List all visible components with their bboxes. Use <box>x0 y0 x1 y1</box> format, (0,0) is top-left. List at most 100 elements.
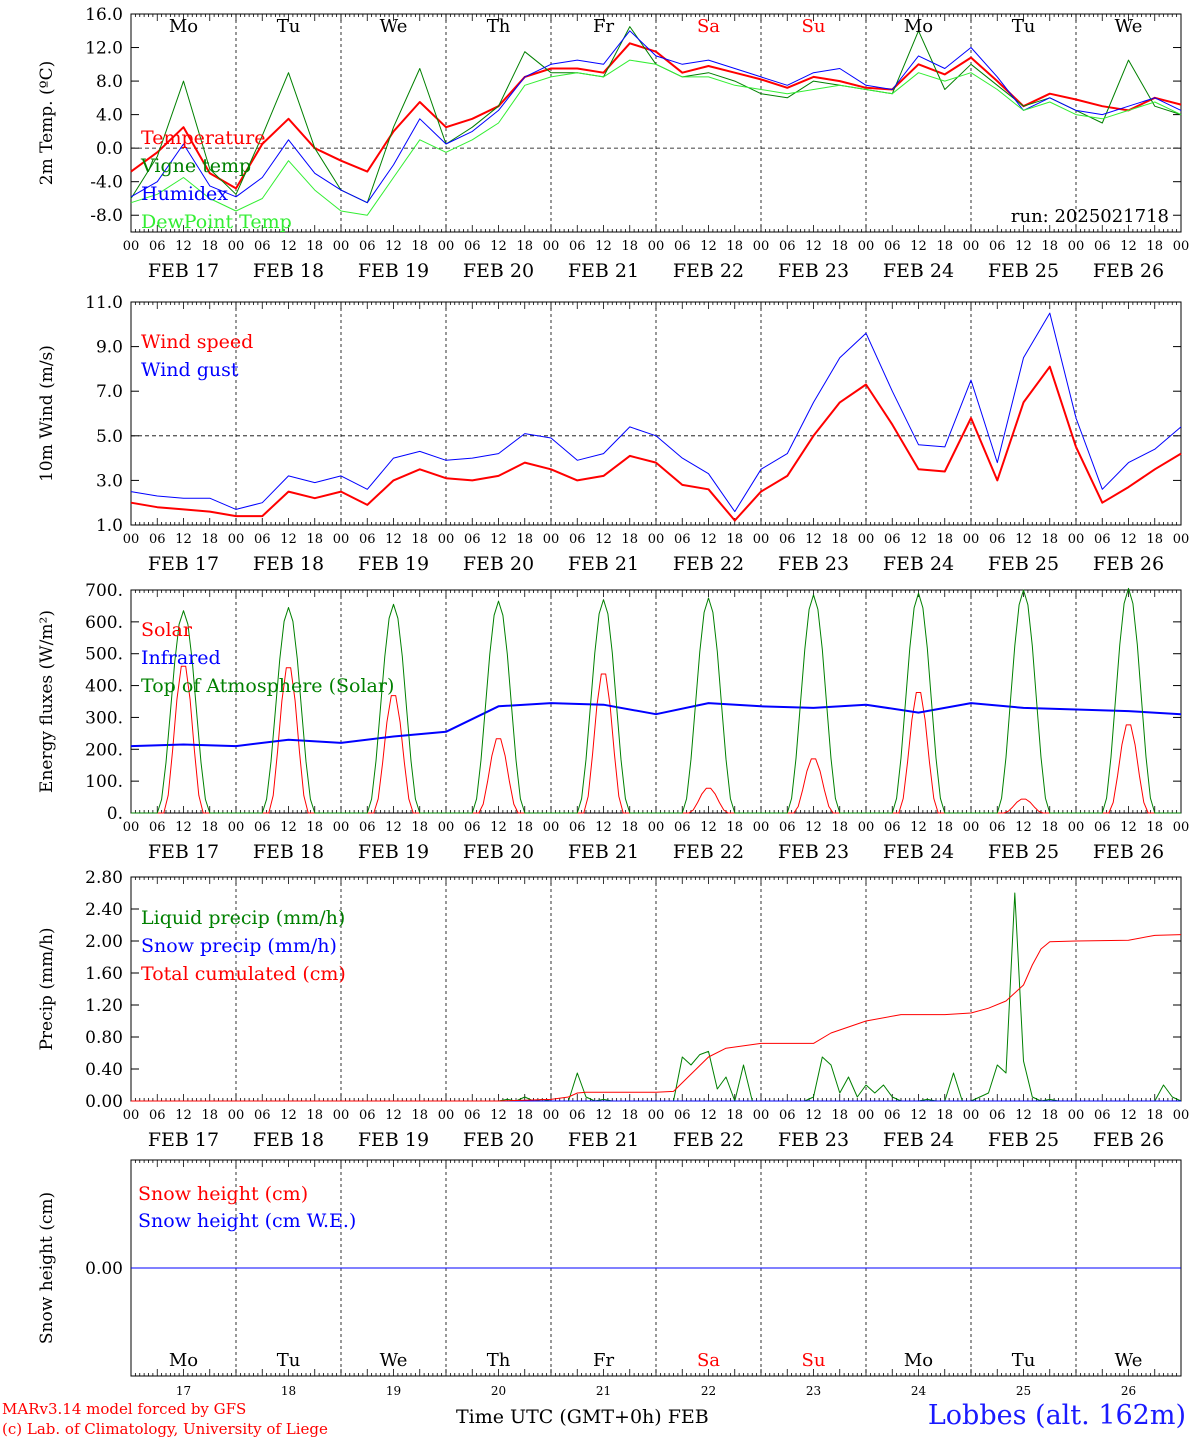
hour-tick-label: 18 <box>1146 1108 1163 1123</box>
hour-tick-label: 00 <box>1173 532 1190 547</box>
hour-tick-label: 06 <box>674 1108 691 1123</box>
hour-tick-label: 18 <box>621 239 638 254</box>
hour-tick-label: 18 <box>1041 532 1058 547</box>
hour-tick-label: 18 <box>306 239 323 254</box>
date-label: FEB 21 <box>568 260 639 282</box>
hour-tick-label: 18 <box>621 820 638 835</box>
bottom-weekday-label: Mo <box>904 1350 933 1371</box>
weekday-label: Sa <box>697 16 720 37</box>
y-axis-label: Energy fluxes (W/m²) <box>37 610 57 793</box>
hour-tick-label: 12 <box>805 820 822 835</box>
hour-tick-label: 00 <box>228 239 245 254</box>
hour-tick-label: 12 <box>805 239 822 254</box>
date-label: FEB 20 <box>463 841 534 863</box>
hour-tick-label: 18 <box>1146 820 1163 835</box>
hour-tick-label: 18 <box>726 820 743 835</box>
bottom-day-label: 20 <box>491 1384 506 1398</box>
hour-tick-label: 00 <box>123 1108 140 1123</box>
bottom-day-label: 21 <box>596 1384 611 1398</box>
date-label: FEB 17 <box>148 1129 219 1151</box>
hour-tick-label: 06 <box>1094 820 1111 835</box>
series-line <box>130 30 1182 204</box>
bottom-weekday-label: Th <box>487 1350 511 1371</box>
hour-tick-label: 18 <box>726 1108 743 1123</box>
hour-tick-label: 00 <box>648 239 665 254</box>
series-line <box>130 42 1182 190</box>
hour-tick-label: 18 <box>411 1108 428 1123</box>
hour-tick-label: 12 <box>490 820 507 835</box>
hour-tick-label: 00 <box>333 820 350 835</box>
hour-tick-label: 12 <box>175 820 192 835</box>
hour-tick-label: 18 <box>306 532 323 547</box>
hour-tick-label: 06 <box>569 1108 586 1123</box>
date-label: FEB 21 <box>568 553 639 575</box>
hour-tick-label: 00 <box>333 239 350 254</box>
y-axis-label: 10m Wind (m/s) <box>37 345 57 482</box>
bottom-day-label: 19 <box>386 1384 401 1398</box>
date-label: FEB 19 <box>358 1129 429 1151</box>
bottom-weekday-label: Sa <box>697 1350 720 1371</box>
date-label: FEB 26 <box>1093 260 1164 282</box>
y-tick-label: 9.0 <box>96 338 123 358</box>
weekday-label: Su <box>802 16 826 37</box>
weekday-label: Th <box>487 16 511 37</box>
hour-tick-label: 18 <box>726 532 743 547</box>
hour-tick-label: 00 <box>858 820 875 835</box>
hour-tick-label: 12 <box>910 820 927 835</box>
legend-entry: Vigne temp <box>140 155 251 177</box>
date-label: FEB 23 <box>778 553 849 575</box>
hour-tick-label: 12 <box>700 239 717 254</box>
hour-tick-label: 18 <box>936 239 953 254</box>
y-tick-label: 500. <box>85 645 123 665</box>
date-label: FEB 25 <box>988 553 1059 575</box>
bottom-weekday-label: We <box>1115 1350 1143 1371</box>
y-tick-label: 4.0 <box>96 106 123 126</box>
hour-tick-label: 00 <box>753 820 770 835</box>
weekday-label: Mo <box>904 16 933 37</box>
hour-tick-label: 00 <box>858 532 875 547</box>
hour-tick-label: 12 <box>1015 820 1032 835</box>
bottom-weekday-label: We <box>380 1350 408 1371</box>
date-label: FEB 23 <box>778 260 849 282</box>
hour-tick-label: 06 <box>779 239 796 254</box>
hour-tick-label: 12 <box>1015 239 1032 254</box>
date-label: FEB 18 <box>253 841 324 863</box>
hour-tick-label: 12 <box>595 239 612 254</box>
legend-entry: Humidex <box>141 183 228 205</box>
y-tick-label: 16.0 <box>85 5 123 25</box>
y-tick-label: 7.0 <box>96 382 123 402</box>
hour-tick-label: 18 <box>201 239 218 254</box>
run-annotation: run: 2025021718 <box>1011 206 1169 227</box>
y-tick-label: 12.0 <box>85 39 123 59</box>
hour-tick-label: 18 <box>1041 820 1058 835</box>
hour-tick-label: 12 <box>175 1108 192 1123</box>
date-label: FEB 17 <box>148 260 219 282</box>
hour-tick-label: 12 <box>175 239 192 254</box>
hour-tick-label: 00 <box>648 820 665 835</box>
hour-tick-label: 18 <box>726 239 743 254</box>
hour-tick-label: 06 <box>989 239 1006 254</box>
date-label: FEB 25 <box>988 1129 1059 1151</box>
hour-tick-label: 12 <box>805 1108 822 1123</box>
y-tick-label: 0.40 <box>85 1060 123 1080</box>
bottom-day-label: 25 <box>1016 1384 1031 1398</box>
hour-tick-label: 06 <box>359 532 376 547</box>
date-label: FEB 22 <box>673 841 744 863</box>
hour-tick-label: 00 <box>963 532 980 547</box>
hour-tick-label: 06 <box>779 532 796 547</box>
legend-entry: Liquid precip (mm/h) <box>141 907 345 929</box>
y-tick-label: 1.0 <box>96 516 123 536</box>
hour-tick-label: 12 <box>700 1108 717 1123</box>
legend-entry: Top of Atmosphere (Solar) <box>141 675 394 697</box>
hour-tick-label: 00 <box>123 239 140 254</box>
date-label: FEB 18 <box>253 553 324 575</box>
hour-tick-label: 12 <box>1120 1108 1137 1123</box>
date-label: FEB 18 <box>253 260 324 282</box>
y-tick-label: 5.0 <box>96 427 123 447</box>
hour-tick-label: 00 <box>543 532 560 547</box>
hour-tick-label: 00 <box>1068 239 1085 254</box>
y-tick-label: 0.00 <box>85 1259 123 1279</box>
hour-tick-label: 12 <box>490 1108 507 1123</box>
bottom-weekday-label: Tu <box>277 1350 301 1371</box>
hour-tick-label: 06 <box>569 532 586 547</box>
